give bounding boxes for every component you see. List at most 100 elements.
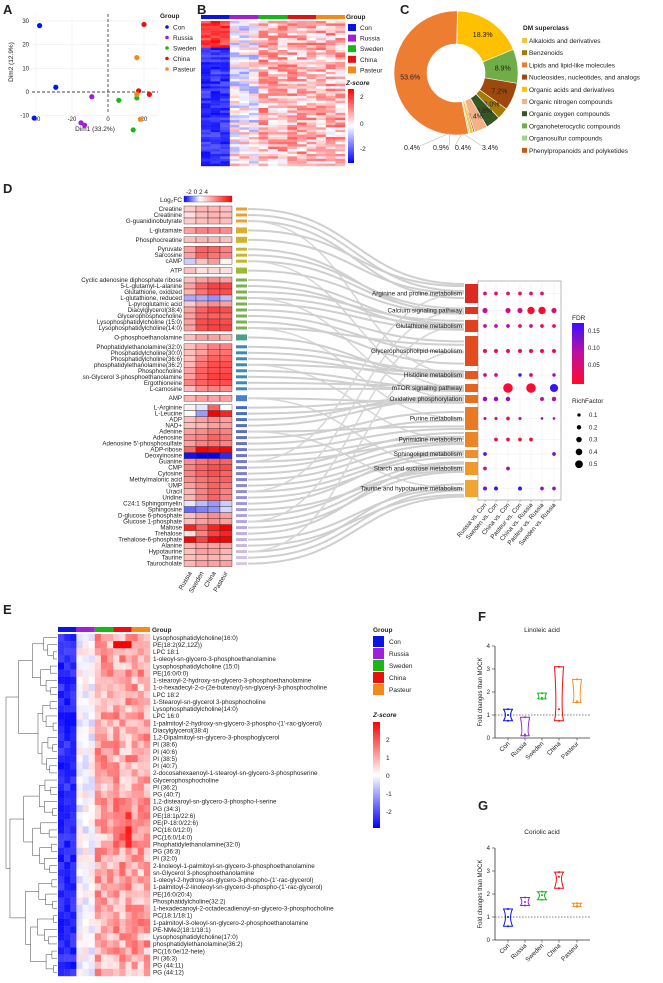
heatmap-cell xyxy=(249,33,259,36)
heatmap-cell xyxy=(325,158,336,162)
heatmap-cell xyxy=(316,42,326,46)
heatmap-cell xyxy=(137,833,145,841)
heatmap-cell xyxy=(268,76,278,80)
sankey-link xyxy=(247,327,465,420)
heatmap-cell xyxy=(58,961,65,970)
group-bar xyxy=(236,334,247,341)
heatmap-cell xyxy=(268,42,278,46)
heatmap-cell xyxy=(137,897,145,905)
enrichment-dot xyxy=(483,373,487,377)
heatmap-cell xyxy=(100,648,108,656)
lipid-label: LPC 18:1 xyxy=(153,649,180,656)
heatmap-cell xyxy=(113,634,120,642)
heatmap-cell xyxy=(207,554,221,561)
heatmap-cell xyxy=(325,37,336,41)
heatmap-cell xyxy=(125,919,132,927)
heatmap-cell xyxy=(297,110,307,114)
dendrogram-branch xyxy=(23,795,40,843)
heatmap-cell xyxy=(107,676,114,685)
group-bar xyxy=(236,267,247,274)
pathway-label: Sphingolipid metabolism xyxy=(394,451,462,458)
legend-label: Sweden xyxy=(360,46,384,53)
heatmap-cell xyxy=(306,25,317,29)
heatmap-cell xyxy=(277,149,288,152)
heatmap-cell xyxy=(94,862,102,870)
heatmap-cell xyxy=(201,50,211,53)
lipid-label: PI (32:0) xyxy=(153,856,177,863)
heatmap-cell xyxy=(76,911,83,920)
heatmap-cell xyxy=(107,762,114,770)
legend-swatch xyxy=(522,135,527,141)
data-point xyxy=(53,84,59,90)
heatmap-cell xyxy=(70,947,77,955)
heatmap-cell xyxy=(94,961,102,970)
heatmap-cell xyxy=(207,245,221,253)
heatmap-cell xyxy=(335,110,346,114)
heatmap-cell xyxy=(258,81,269,85)
heatmap-cell xyxy=(249,79,259,82)
heatmap-cell xyxy=(316,47,326,51)
heatmap-cell xyxy=(107,634,114,642)
heatmap-cell xyxy=(107,648,114,656)
heatmap-cell xyxy=(70,755,77,763)
group-bar xyxy=(236,448,247,452)
heatmap-cell xyxy=(287,28,298,31)
heatmap-cell xyxy=(76,762,83,770)
legend-label: Organic nitrogen compounds xyxy=(529,99,613,106)
heatmap-cell xyxy=(210,149,221,152)
panel-letter: G xyxy=(478,798,488,813)
heatmap-cell xyxy=(88,947,95,955)
sankey-link xyxy=(247,487,465,541)
heatmap-cell xyxy=(201,54,211,58)
heatmap-cell xyxy=(94,933,102,941)
heatmap-cell xyxy=(210,69,221,72)
heatmap-cell xyxy=(94,683,102,692)
y-tick-label: -10 xyxy=(20,114,29,120)
heatmap-cell xyxy=(131,726,138,734)
heatmap-cell xyxy=(207,282,221,290)
heatmap-cell xyxy=(88,883,95,891)
heatmap-cell xyxy=(131,776,138,784)
heatmap-cell xyxy=(143,805,151,813)
heatmap-cell xyxy=(210,141,221,145)
data-point xyxy=(82,122,88,128)
heatmap-cell xyxy=(143,961,151,970)
heatmap-cell xyxy=(277,83,288,87)
heatmap-cell xyxy=(287,91,298,94)
heatmap-cell xyxy=(94,826,102,834)
heatmap-cell xyxy=(143,726,151,734)
sankey-link xyxy=(247,437,465,475)
heatmap-cell xyxy=(325,137,336,140)
heatmap-cell xyxy=(258,30,269,34)
lipid-label: PC(18:1/18:1) xyxy=(153,913,192,920)
heatmap-cell xyxy=(82,762,89,770)
heatmap-cell xyxy=(268,98,278,101)
enrichment-dot xyxy=(529,349,533,353)
heatmap-cell xyxy=(306,30,317,34)
heatmap-cell xyxy=(277,66,288,70)
heatmap-cell xyxy=(143,968,151,977)
heatmap-cell xyxy=(229,88,240,92)
heatmap-cell xyxy=(210,103,221,106)
heatmap-cell xyxy=(207,500,221,507)
dendrogram-branch xyxy=(48,936,57,945)
metabolite-label: L-glutathione, reduced xyxy=(120,295,182,302)
heatmap-cell xyxy=(229,33,240,36)
heatmap-cell xyxy=(316,158,326,162)
heatmap-cell xyxy=(100,676,108,685)
heatmap-cell xyxy=(297,35,307,39)
heatmap-cell xyxy=(125,783,132,791)
legend-swatch xyxy=(373,672,384,683)
enrichment-dot xyxy=(529,437,533,442)
heatmap-cell xyxy=(58,748,65,756)
heatmap-cell xyxy=(268,117,278,121)
heatmap-cell xyxy=(297,141,307,145)
metabolite-label: ADP-ribose xyxy=(150,447,182,454)
heatmap-cell xyxy=(183,258,197,265)
heatmap-cell xyxy=(58,840,65,848)
heatmap-cell xyxy=(335,103,346,106)
heatmap-cell xyxy=(131,904,138,913)
heatmap-cell xyxy=(64,904,71,913)
heatmap-cell xyxy=(325,79,336,82)
heatmap-cell xyxy=(195,452,209,459)
